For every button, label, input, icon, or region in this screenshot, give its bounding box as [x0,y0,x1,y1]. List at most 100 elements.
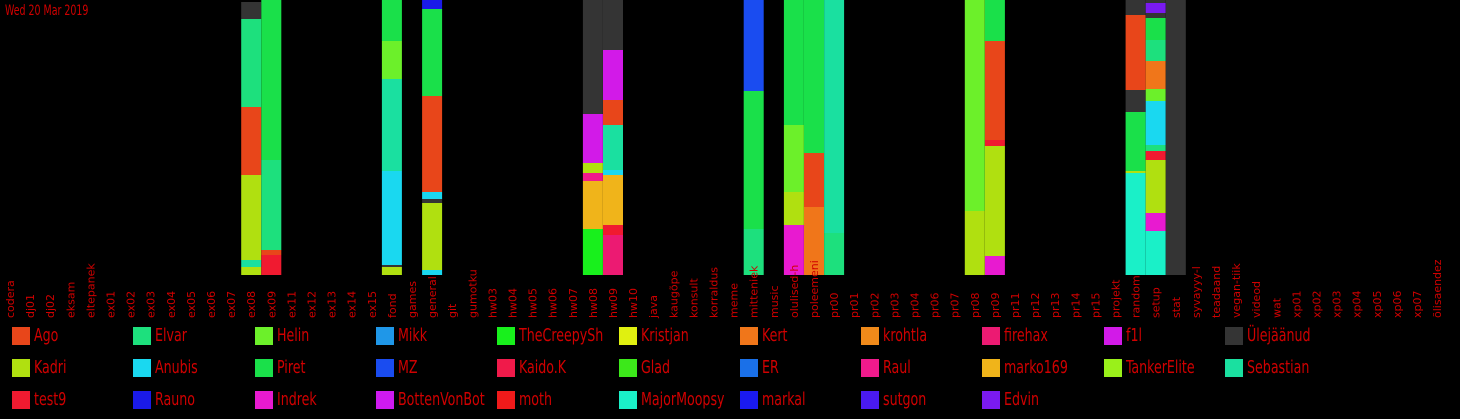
x-tick-label: xp07 [1411,291,1424,319]
x-tick-label: ex09 [265,291,278,318]
x-tick-label: git [446,303,459,318]
x-tick-label: hw06 [547,288,560,318]
legend-item: Anubis [133,355,253,381]
legend-label: Kaido.K [519,357,567,378]
x-tick-label: games [406,281,419,318]
x-tick-label: ex06 [205,291,218,318]
x-tick-label: pr04 [909,292,922,318]
legend-swatch [12,327,30,345]
bar-segment-random-3 [1125,90,1146,112]
legend-swatch [375,391,394,409]
bar-segment-setup-2 [1145,160,1166,213]
legend-item: BottenVonBot [375,387,496,413]
legend-item: moth [497,387,617,413]
x-tick-label: stat [1170,296,1183,318]
bar-segment-ex09-0 [261,255,282,275]
x-tick-label: pr12 [1029,292,1042,318]
bar-segment-pr09-1 [984,146,1005,256]
legend-item: marko169 [982,355,1102,381]
bar-segment-ex08-0 [241,267,262,275]
bar-segment-hw08-0 [582,229,603,275]
bar-segment-olulised-h-0 [783,225,804,275]
x-tick-label: hw03 [486,288,499,318]
bar-segment-olulised-h-2 [783,125,804,192]
bar-segment-hw09-7 [603,0,623,50]
bar-segment-fond-4 [381,41,402,79]
bar-segment-hw08-4 [582,114,603,163]
bar-segment-ex08-3 [241,107,262,175]
x-tick-label: pr00 [828,292,841,318]
bar-segment-random-2 [1125,112,1146,171]
legend-item: Glad [618,355,739,381]
bar-segment-mitteniek-0 [743,229,764,275]
x-tick-label: syvayyy-l [1190,266,1203,318]
legend-item: Kert [739,323,860,349]
legend-item: Kristjan [618,323,739,349]
legend-swatch [861,359,880,377]
legend-label: Ago [34,325,59,346]
bar-segment-hw09-1 [603,225,623,235]
bars-group [241,0,1186,275]
legend-label: markal [761,389,806,410]
bar-segment-poleemeni-0 [804,207,824,275]
bar-segment-ex08-4 [241,19,262,107]
x-tick-label: teadaand [1210,266,1223,318]
x-tick-label: vegan-tiik [1230,263,1243,318]
legend-swatch [618,359,637,377]
bar-segment-hw09-2 [603,175,623,225]
legend-item: TankerElite [1103,355,1224,381]
x-tick-label: pr02 [868,292,881,318]
legend-item: firehax [982,323,1102,349]
legend-item: Indrek [254,387,375,413]
legend-label: firehax [1004,325,1049,346]
x-tick-label: ex13 [326,291,339,318]
bar-segment-hw09-3 [603,170,623,175]
legend-swatch [12,391,30,409]
legend-label: Ülejäänud [1247,325,1311,346]
legend-item: Ago [12,323,132,349]
bar-segment-ex08-1 [241,260,262,267]
bar-segment-pr09-4 [984,0,1005,41]
legend-label: Indrek [276,389,317,410]
legend-label: sutgon [883,389,927,410]
x-tick-label: xp05 [1371,291,1384,319]
legend-item: Piret [254,355,375,381]
bar-segment-ex09-2 [261,160,282,250]
bar-segment-pr09-2 [984,140,1005,146]
legend-swatch [1225,359,1243,377]
legend-item: markal [739,387,860,413]
x-tick-label: xp01 [1290,291,1303,319]
x-tick-label: ex15 [366,291,379,318]
legend-label: Kert [761,325,788,346]
x-tick-label: xp02 [1311,291,1324,319]
bar-segment-setup-11 [1145,3,1166,13]
legend-swatch [497,359,516,377]
bar-segment-general-2 [422,199,443,203]
bar-segment-setup-0 [1145,231,1166,275]
x-tick-label: pr08 [969,292,982,318]
legend-swatch [133,327,152,345]
bar-segment-stat-0 [1165,179,1186,275]
legend-label: krohtla [883,325,928,346]
bar-segment-pr09-3 [984,41,1005,140]
legend-item: ER [739,355,860,381]
legend-swatch [982,391,1001,409]
legend-item: Raul [861,355,981,381]
bar-segment-general-4 [422,140,443,192]
bar-segment-stat-1 [1165,0,1186,179]
bar-segment-fond-1 [381,265,402,267]
legend-item: Mikk [375,323,496,349]
legend-label: TheCreepySh [519,325,604,346]
x-tick-label: codera [4,280,17,318]
bar-segment-pr08-1 [964,0,985,211]
bar-segment-hw08-5 [582,0,603,114]
legend-item: Elvar [133,323,253,349]
legend-item: TheCreepySh [497,323,617,349]
bar-segment-pr00-1 [824,0,845,233]
bar-segment-general-6 [422,9,443,96]
legend-swatch [739,359,758,377]
legend-label: Glad [640,357,670,378]
legend-label: BottenVonBot [397,389,485,410]
x-tick-label: eltepanek [84,263,97,318]
legend-item: Ülejäänud [1225,323,1345,349]
